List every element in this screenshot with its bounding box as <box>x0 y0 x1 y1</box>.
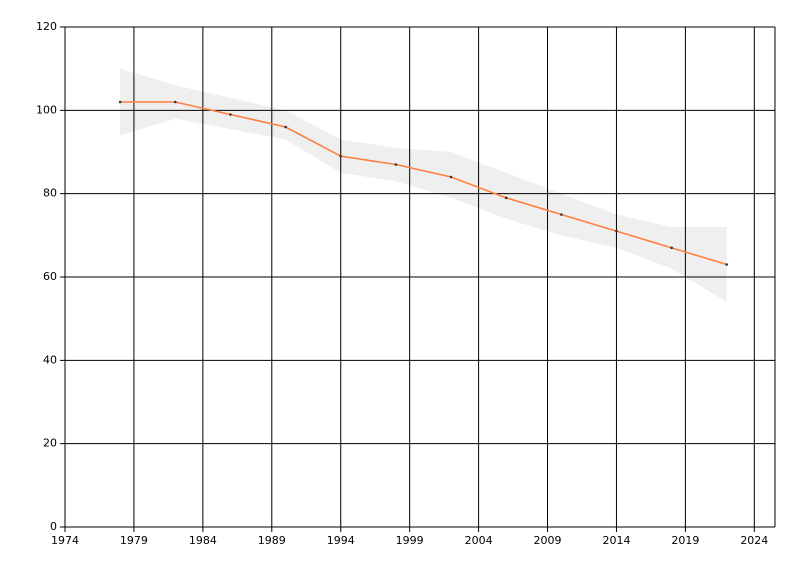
y-tick-label: 0 <box>50 520 57 533</box>
data-point <box>339 154 343 158</box>
data-point <box>394 163 398 166</box>
confidence-band <box>120 68 727 303</box>
y-tick-label: 120 <box>36 20 57 33</box>
data-point <box>670 246 673 250</box>
x-tick-label: 1994 <box>327 534 355 547</box>
data-point <box>615 229 618 233</box>
data-point <box>229 113 232 116</box>
y-tick-label: 100 <box>36 103 57 116</box>
x-tick-label: 2004 <box>465 534 493 547</box>
x-tick-label: 2014 <box>602 534 630 547</box>
data-point <box>504 196 508 200</box>
data-point <box>118 100 122 104</box>
x-tick-label: 2019 <box>671 534 699 547</box>
x-tick-label: 1979 <box>120 534 148 547</box>
x-tick-label: 1974 <box>51 534 79 547</box>
y-tick-label: 40 <box>43 353 57 366</box>
x-tick-label: 2009 <box>534 534 562 547</box>
data-point <box>449 175 453 179</box>
data-point <box>173 100 177 104</box>
y-tick-label: 20 <box>43 437 57 450</box>
data-point <box>725 263 729 266</box>
y-tick-label: 60 <box>43 270 57 283</box>
data-line <box>120 101 727 266</box>
x-tick-label: 1984 <box>189 534 217 547</box>
x-tick-label: 2024 <box>740 534 768 547</box>
y-tick-label: 80 <box>43 187 57 200</box>
x-tick-label: 1989 <box>258 534 286 547</box>
data-point <box>284 125 287 129</box>
x-tick-label: 1999 <box>396 534 424 547</box>
data-point <box>560 213 563 216</box>
